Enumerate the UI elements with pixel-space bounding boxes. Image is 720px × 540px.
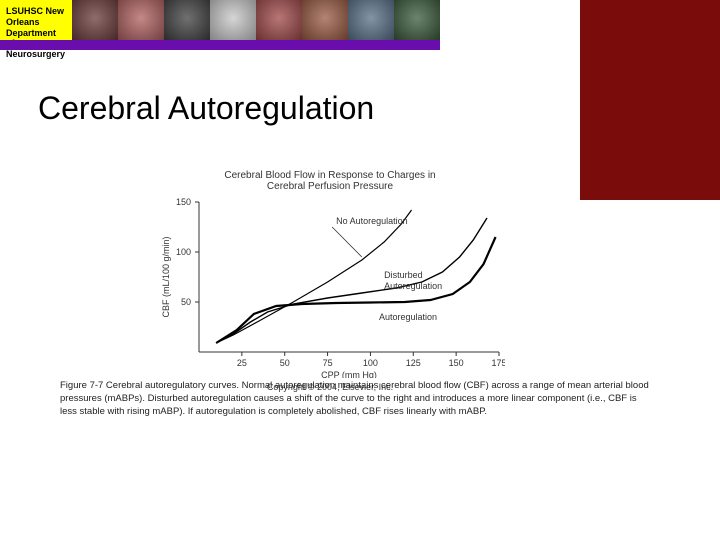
- svg-text:Autoregulation: Autoregulation: [379, 312, 437, 322]
- svg-text:50: 50: [280, 358, 290, 368]
- svg-text:CPP (mm Hg): CPP (mm Hg): [321, 370, 377, 378]
- svg-text:125: 125: [406, 358, 421, 368]
- svg-text:100: 100: [176, 247, 191, 257]
- curve-autoregulation: [216, 237, 495, 343]
- decorative-maroon-block: [580, 0, 720, 200]
- chart-title-line2: Cerebral Perfusion Pressure: [267, 181, 393, 192]
- header-line1: LSUHSC New Orleans: [6, 6, 64, 27]
- chart-title-line1: Cerebral Blood Flow in Response to Charg…: [224, 170, 435, 181]
- header-thumb-8: [394, 0, 440, 40]
- svg-text:175: 175: [491, 358, 505, 368]
- svg-text:Disturbed: Disturbed: [384, 270, 423, 280]
- autoregulation-chart: 25 50 75 100 125 150 175 50 100 150 CPP (mm Hg) CBF…: [155, 196, 505, 378]
- header-purple-strip: [0, 40, 440, 50]
- svg-text:50: 50: [181, 297, 191, 307]
- svg-text:75: 75: [323, 358, 333, 368]
- header-org-label: LSUHSC New Orleans Department of Neurosu…: [0, 0, 72, 40]
- svg-text:CBF (mL/100 g/min): CBF (mL/100 g/min): [161, 236, 171, 317]
- chart-container: Cerebral Blood Flow in Response to Charg…: [150, 170, 510, 392]
- svg-text:100: 100: [363, 358, 378, 368]
- header-thumb-7: [348, 0, 394, 40]
- page-title: Cerebral Autoregulation: [38, 90, 374, 127]
- svg-text:150: 150: [176, 197, 191, 207]
- header-thumbnails: [72, 0, 440, 40]
- figure-caption: Figure 7-7 Cerebral autoregulatory curve…: [60, 380, 650, 418]
- chart-title: Cerebral Blood Flow in Response to Charg…: [150, 170, 510, 192]
- header-thumb-3: [164, 0, 210, 40]
- header-thumb-2: [118, 0, 164, 40]
- svg-text:Autoregulation: Autoregulation: [384, 281, 442, 291]
- header-band: LSUHSC New Orleans Department of Neurosu…: [0, 0, 440, 40]
- header-thumb-5: [256, 0, 302, 40]
- header-thumb-1: [72, 0, 118, 40]
- header-thumb-6: [302, 0, 348, 40]
- svg-text:150: 150: [449, 358, 464, 368]
- curve-disturbed: [216, 218, 487, 343]
- header-thumb-4: [210, 0, 256, 40]
- svg-text:No Autoregulation: No Autoregulation: [336, 216, 408, 226]
- svg-text:25: 25: [237, 358, 247, 368]
